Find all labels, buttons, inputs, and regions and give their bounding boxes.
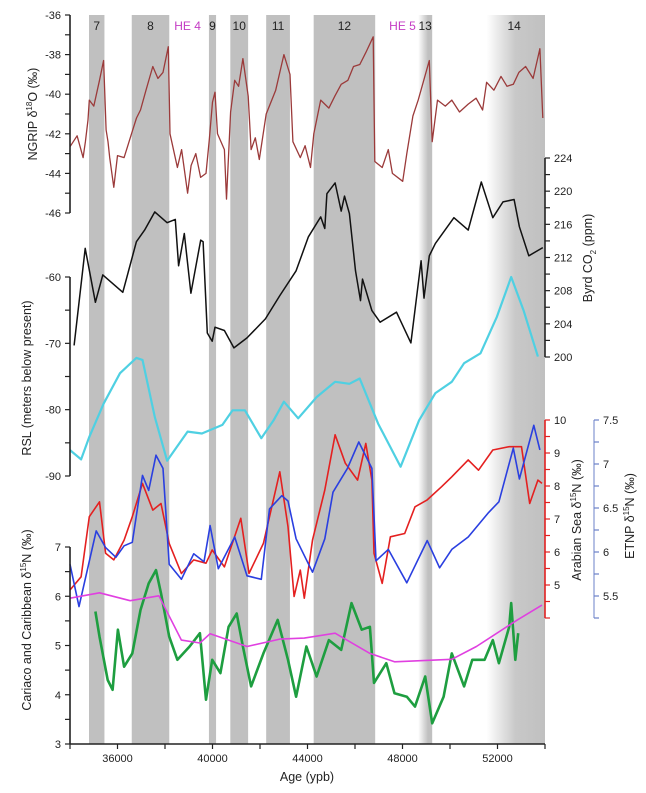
- x-tick-label: 52000: [482, 753, 513, 765]
- cariaco-tick-label: 6: [55, 591, 61, 603]
- etnp-axis-title-part: ETNP δ: [623, 515, 637, 559]
- arabian-tick-label: 5: [554, 580, 560, 592]
- arabian-axis-title-part: N (‰): [570, 459, 584, 492]
- band-label-11: 11: [272, 19, 285, 33]
- arabian-tick-label: 8: [554, 481, 560, 493]
- co2-axis-title-part: (ppm): [581, 214, 595, 250]
- cariaco-tick-label: 3: [55, 739, 61, 751]
- etnp-axis-title: ETNP δ15N (‰): [622, 473, 637, 559]
- band-12: [313, 15, 376, 744]
- band-13: [418, 15, 433, 744]
- co2-tick-label: 224: [554, 153, 572, 165]
- etnp-tick-label: 6.5: [603, 503, 618, 515]
- ngrip-tick-label: -38: [45, 50, 61, 62]
- cariaco-tick-label: 5: [55, 641, 61, 653]
- co2-series-line-0: [73, 181, 544, 349]
- band-7: [89, 15, 105, 744]
- x-tick-label: 36000: [102, 753, 133, 765]
- cariaco-axis-title: Cariaco and Caribbean δ15N (‰): [19, 529, 34, 710]
- band-label-14: 14: [507, 19, 521, 33]
- rsl-tick-label: -70: [45, 338, 61, 350]
- band-label-7: 7: [93, 19, 100, 33]
- co2-axis-title: Byrd CO2 (ppm): [581, 214, 598, 303]
- cariaco-series-line-0: [94, 568, 520, 725]
- band-11: [266, 15, 290, 744]
- rsl-series-line-0: [69, 275, 539, 468]
- co2-tick-label: 220: [554, 186, 572, 198]
- arabian-tick-label: 10: [554, 415, 566, 427]
- ngrip-axis-title-part: NGRIP δ: [26, 111, 40, 161]
- annotation-he5: HE 5: [389, 19, 416, 33]
- cariaco-tick-label: 7: [55, 542, 61, 554]
- etnp-series-line-0: [69, 424, 541, 608]
- axes: -36-38-40-42-44-46224220216212208204200-…: [45, 10, 618, 765]
- data-series: [69, 36, 544, 725]
- ngrip-tick-label: -42: [45, 129, 61, 141]
- rsl-tick-label: -90: [45, 471, 61, 483]
- band-label-12: 12: [338, 19, 352, 33]
- co2-axis-title-part: 2: [589, 249, 598, 254]
- ngrip-axis-title-part: O (‰): [26, 68, 40, 102]
- ngrip-series-line-0: [69, 36, 544, 200]
- ngrip-tick-label: -46: [45, 208, 61, 220]
- band-14: [486, 15, 545, 744]
- cariaco-axis-title-part: N (‰): [20, 529, 34, 562]
- ngrip-axis-title-part: 18: [25, 101, 34, 110]
- co2-tick-label: 212: [554, 253, 572, 265]
- band-10: [230, 15, 249, 744]
- x-tick-label: 44000: [292, 753, 323, 765]
- cariaco-axis-title-part: Cariaco and Caribbean δ: [20, 572, 34, 711]
- arabian-tick-label: 9: [554, 448, 560, 460]
- cariaco-series-line-1: [69, 592, 543, 663]
- labels: 7 8 9 10 11 12 13 14 HE 4 HE 5 NGRIP δ18O (‰) Byrd …: [19, 19, 637, 711]
- rsl-tick-label: -80: [45, 405, 61, 417]
- etnp-tick-label: 7.5: [603, 415, 618, 427]
- etnp-tick-label: 5.5: [603, 591, 618, 603]
- ngrip-tick-label: -40: [45, 89, 61, 101]
- etnp-axis-title-part: N (‰): [623, 473, 637, 506]
- annotation-he4: HE 4: [174, 19, 201, 33]
- ngrip-tick-label: -44: [45, 168, 61, 180]
- arabian-axis-title-part: 15: [569, 492, 578, 501]
- co2-tick-label: 200: [554, 352, 572, 364]
- arabian-axis-title: Arabian Sea δ15N (‰): [569, 459, 584, 580]
- interstadial-bands: [89, 15, 545, 744]
- band-label-8: 8: [147, 19, 154, 33]
- band-label-13: 13: [419, 19, 433, 33]
- etnp-tick-label: 6: [603, 547, 609, 559]
- cariaco-tick-label: 4: [55, 690, 61, 702]
- co2-tick-label: 204: [554, 319, 572, 331]
- band-label-10: 10: [233, 19, 247, 33]
- cariaco-axis-title-part: 15: [19, 562, 28, 571]
- x-axis-title: Age (ypb): [280, 770, 334, 784]
- co2-tick-label: 216: [554, 219, 572, 231]
- etnp-axis-title-part: 15: [622, 506, 631, 515]
- arabian-tick-label: 6: [554, 547, 560, 559]
- rsl-tick-label: -60: [45, 272, 61, 284]
- co2-axis-title-part: Byrd CO: [581, 254, 595, 302]
- rsl-axis-title-part: RSL (meters below present): [20, 300, 34, 455]
- band-9: [208, 15, 217, 744]
- co2-tick-label: 208: [554, 286, 572, 298]
- band-8: [131, 15, 170, 744]
- etnp-tick-label: 7: [603, 459, 609, 471]
- ngrip-tick-label: -36: [45, 10, 61, 22]
- x-tick-label: 48000: [387, 753, 418, 765]
- band-label-9: 9: [209, 19, 216, 33]
- x-tick-label: 40000: [197, 753, 228, 765]
- ngrip-axis-title: NGRIP δ18O (‰): [25, 68, 40, 161]
- rsl-axis-title: RSL (meters below present): [20, 300, 34, 455]
- arabian-axis-title-part: Arabian Sea δ: [570, 501, 584, 580]
- arabian-tick-label: 7: [554, 514, 560, 526]
